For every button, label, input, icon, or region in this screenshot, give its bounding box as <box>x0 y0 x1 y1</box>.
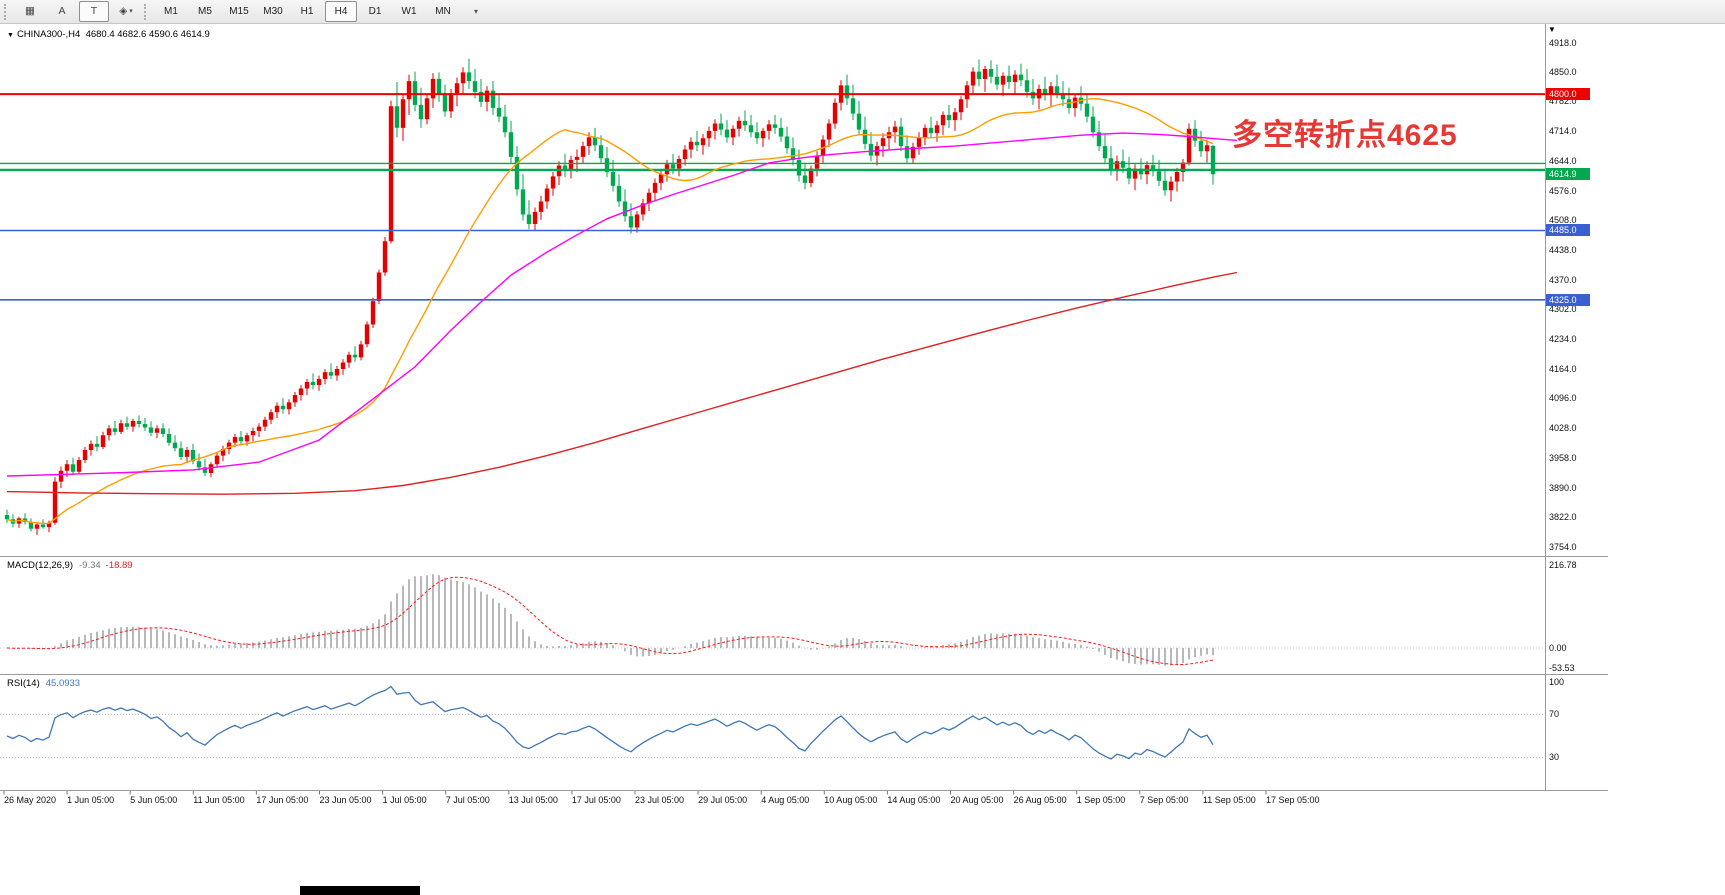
rsi-label: RSI(14) 45.0933 <box>7 678 80 689</box>
time-label-17: 1 Sep 05:00 <box>1076 795 1126 805</box>
bid-price-badge: 4614.9 <box>1546 168 1590 181</box>
timeframe-d1-button[interactable]: D1 <box>368 5 382 17</box>
timeframe-w1-button[interactable]: W1 <box>401 5 417 17</box>
toolbar-grip[interactable] <box>4 3 10 20</box>
timeframe-h1-button[interactable]: H1 <box>300 5 314 17</box>
time-label-10: 23 Jul 05:00 <box>635 795 685 805</box>
toolbar-tools: ▦ A T ◈ ▾ <box>14 1 142 22</box>
down-candle-bodies <box>4 69 1216 529</box>
toolbar: ▦ A T ◈ ▾ M1 M5 M15 M30 H1 H4 D1 W1 MN ▾ <box>0 0 1725 24</box>
chevron-down-icon: ▾ <box>129 8 133 15</box>
price-tick-4370.0: 4370.0 <box>1549 274 1577 285</box>
price-tick-3822.0: 3822.0 <box>1549 512 1577 523</box>
time-label-19: 11 Sep 05:00 <box>1202 795 1256 805</box>
price-tick-4438.0: 4438.0 <box>1549 245 1577 256</box>
time-label-11: 29 Jul 05:00 <box>698 795 748 805</box>
macd-tick-0.00: 0.00 <box>1549 642 1567 653</box>
text-t-tool-button[interactable]: T <box>79 1 109 22</box>
time-label-9: 17 Jul 05:00 <box>571 795 621 805</box>
timeframe-h4-button[interactable]: H4 <box>325 1 357 22</box>
timeframe-overflow-chevron[interactable]: ▾ <box>473 6 478 16</box>
macd-signal-line <box>6 576 1214 666</box>
price-badge-4325.0: 4325.0 <box>1546 293 1590 306</box>
time-label-8: 13 Jul 05:00 <box>508 795 558 805</box>
macd-name: MACD(12,26,9) <box>7 560 73 571</box>
price-tick-4028.0: 4028.0 <box>1549 422 1577 433</box>
price-tick-4576.0: 4576.0 <box>1549 185 1577 196</box>
down-candle-wicks <box>6 58 1214 532</box>
price-tick-4508.0: 4508.0 <box>1549 215 1577 226</box>
time-axis[interactable]: 26 May 2020 1 Jun 05:00 5 Jun 05:00 11 Jun … <box>0 792 1546 808</box>
price-tick-4850.0: 4850.0 <box>1549 66 1577 77</box>
time-label-6: 1 Jul 05:00 <box>382 795 427 805</box>
time-label-18: 7 Sep 05:00 <box>1139 795 1189 805</box>
time-label-14: 14 Aug 05:00 <box>887 795 941 805</box>
time-label-0: 26 May 2020 <box>4 795 57 805</box>
price-tick-3754.0: 3754.0 <box>1549 541 1577 552</box>
time-label-3: 11 Jun 05:00 <box>193 795 245 805</box>
price-tick-4164.0: 4164.0 <box>1549 363 1577 374</box>
time-label-12: 4 Aug 05:00 <box>761 795 810 805</box>
time-label-15: 20 Aug 05:00 <box>950 795 1004 805</box>
text-t-tool-icon: T <box>90 5 98 18</box>
price-tick-3890.0: 3890.0 <box>1549 482 1577 493</box>
text-a-tool-icon: A <box>58 5 66 18</box>
timeframe-m30-button[interactable]: M30 <box>263 5 283 17</box>
price-axis[interactable]: 4918.0 4850.0 4782.0 4714.0 4644.0 4576.0 4508… <box>1546 24 1666 811</box>
price-tick-4096.0: 4096.0 <box>1549 393 1577 404</box>
rsi-tick-70: 70 <box>1549 708 1560 719</box>
price-tick-4302.0: 4302.0 <box>1549 304 1577 315</box>
macd-histogram <box>12 574 1214 666</box>
price-tick-4714.0: 4714.0 <box>1549 125 1577 136</box>
time-label-20: 17 Sep 05:00 <box>1266 795 1320 805</box>
price-badge-4485.0: 4485.0 <box>1546 224 1590 237</box>
macd-tick--53.53: -53.53 <box>1549 662 1575 673</box>
shapes-tool-icon: ◈ <box>119 5 128 18</box>
symbol-ohlc: 4680.4 4682.6 4590.6 4614.9 <box>85 29 210 40</box>
time-label-13: 10 Aug 05:00 <box>824 795 878 805</box>
chart-grid-tool-icon: ▦ <box>25 5 35 18</box>
price-tick-3958.0: 3958.0 <box>1549 453 1577 464</box>
chart-symbol-label: ▼ CHINA300-,H4 4680.4 4682.6 4590.6 4614.… <box>7 29 210 40</box>
price-tick-4782.0: 4782.0 <box>1549 96 1577 107</box>
time-label-4: 17 Jun 05:00 <box>256 795 309 805</box>
time-label-1: 1 Jun 05:00 <box>67 795 115 805</box>
rsi-tick-100: 100 <box>1549 676 1565 687</box>
time-label-2: 5 Jun 05:00 <box>130 795 178 805</box>
one-click-arrow-icon[interactable]: ▼ <box>7 32 14 39</box>
axis-arrow-icon: ▼ <box>1548 25 1556 34</box>
rsi-name: RSI(14) <box>7 678 40 689</box>
timeframe-m5-button[interactable]: M5 <box>198 5 212 17</box>
taskbar-fragment <box>300 886 420 895</box>
time-label-7: 7 Jul 05:00 <box>445 795 490 805</box>
shapes-tool-button[interactable]: ◈ ▾ <box>111 1 141 22</box>
macd-main-value: -9.34 <box>79 560 101 571</box>
rsi-line <box>6 685 1214 760</box>
chart-grid-tool-button[interactable]: ▦ <box>15 1 45 22</box>
toolbar-timeframes: M1 M5 M15 M30 H1 H4 D1 W1 MN <box>154 1 460 22</box>
rsi-tick-30: 30 <box>1549 752 1560 763</box>
timeframe-m1-button[interactable]: M1 <box>164 5 178 17</box>
timeframe-mn-button[interactable]: MN <box>435 5 451 17</box>
ma-slow-line <box>6 271 1238 495</box>
chart-annotation-text[interactable]: 多空转折点4625 <box>1232 119 1458 152</box>
symbol-name: CHINA300-,H4 <box>16 29 81 40</box>
ma-fast-line <box>6 97 1214 525</box>
macd-label: MACD(12,26,9) -9.34 -18.89 <box>7 560 133 571</box>
time-label-5: 23 Jun 05:00 <box>319 795 372 805</box>
price-tick-4644.0: 4644.0 <box>1549 156 1577 167</box>
toolbar-grip-2[interactable] <box>144 3 150 20</box>
macd-tick-216.78: 216.78 <box>1549 560 1577 571</box>
price-tick-4234.0: 4234.0 <box>1549 333 1577 344</box>
text-a-tool-button[interactable]: A <box>47 1 77 22</box>
ma-mid-line <box>6 132 1238 477</box>
timeframe-m15-button[interactable]: M15 <box>229 5 249 17</box>
time-label-16: 26 Aug 05:00 <box>1013 795 1067 805</box>
macd-signal-value: -18.89 <box>105 560 133 571</box>
rsi-value: 45.0933 <box>45 678 81 689</box>
price-tick-4918.0: 4918.0 <box>1549 37 1577 48</box>
price-badge-4800.0: 4800.0 <box>1546 88 1590 101</box>
